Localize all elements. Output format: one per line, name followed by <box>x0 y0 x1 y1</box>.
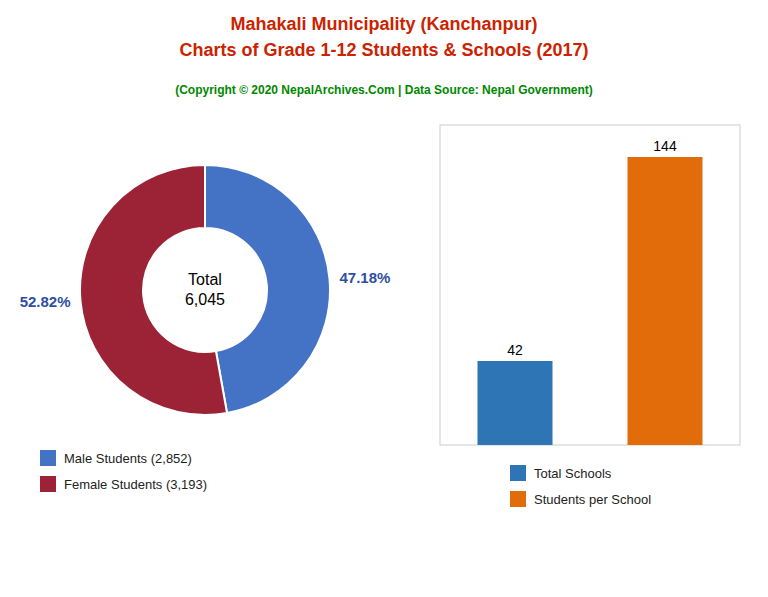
bars <box>478 157 703 445</box>
text-line: Mahakali Municipality (Kanchanpur) <box>230 14 537 34</box>
legend-label: Male Students (2,852) <box>64 451 192 466</box>
data-label: 144 <box>653 138 677 154</box>
legend-swatch <box>510 491 526 507</box>
donut <box>80 165 330 415</box>
plot-frame <box>440 125 740 445</box>
center-text: Total 6,045 <box>185 271 225 308</box>
legend-label: Students per School <box>534 492 651 507</box>
background <box>0 0 768 597</box>
subtitle: (Copyright © 2020 NepalArchives.Com | Da… <box>175 83 593 97</box>
legend-label: Female Students (3,193) <box>64 477 207 492</box>
data-label: 52.82% <box>20 293 71 310</box>
donut-slice <box>80 165 227 415</box>
text-line: 6,045 <box>185 291 225 308</box>
legend: Total Schools Students per School <box>510 465 651 507</box>
title: Mahakali Municipality (Kanchanpur) Charts… <box>179 14 588 60</box>
data-label: 42 <box>507 342 523 358</box>
legend-label: Total Schools <box>534 466 612 481</box>
legend-swatch <box>40 450 56 466</box>
legend-swatch <box>510 465 526 481</box>
text-line: Total <box>188 271 222 288</box>
legend: Male Students (2,852) Female Students (3,… <box>40 450 207 492</box>
bar <box>478 361 553 445</box>
data-label: 47.18% <box>339 269 390 286</box>
donut-slice <box>205 165 330 413</box>
text-line: Charts of Grade 1-12 Students & Schools … <box>179 40 588 60</box>
bar <box>628 157 703 445</box>
legend-swatch <box>40 476 56 492</box>
chart-root: Mahakali Municipality (Kanchanpur) Charts… <box>0 0 768 597</box>
